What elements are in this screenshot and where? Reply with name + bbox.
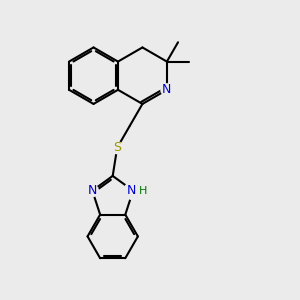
Text: N: N — [127, 184, 136, 196]
Circle shape — [111, 142, 123, 154]
Circle shape — [124, 182, 142, 200]
Text: H: H — [139, 186, 148, 196]
Text: N: N — [162, 83, 172, 96]
Circle shape — [161, 84, 173, 96]
Text: S: S — [113, 141, 121, 154]
Circle shape — [86, 185, 98, 197]
Text: N: N — [88, 184, 97, 197]
